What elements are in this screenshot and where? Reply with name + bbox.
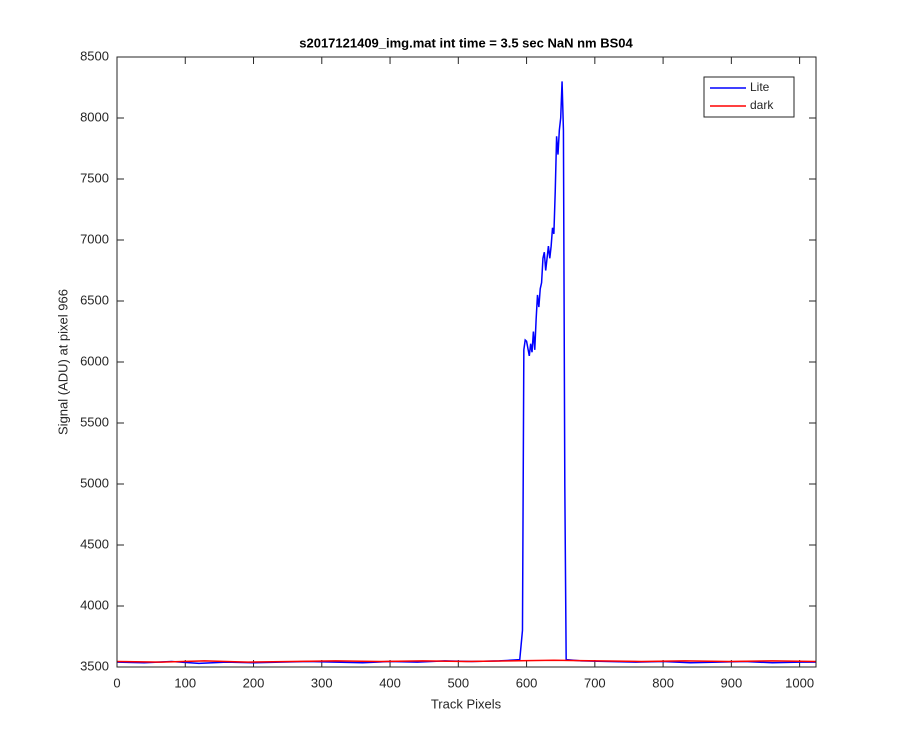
y-tick-label: 8500	[80, 48, 109, 63]
y-tick-label: 6500	[80, 292, 109, 307]
x-axis-label: Track Pixels	[431, 696, 502, 711]
plot-area	[117, 57, 816, 667]
x-tick-label: 200	[243, 675, 265, 690]
y-tick-label: 8000	[80, 109, 109, 124]
y-tick-label: 7500	[80, 170, 109, 185]
x-tick-label: 400	[379, 675, 401, 690]
x-tick-label: 300	[311, 675, 333, 690]
y-axis-label: Signal (ADU) at pixel 966	[55, 289, 70, 435]
x-tick-label: 600	[516, 675, 538, 690]
y-tick-label: 7000	[80, 231, 109, 246]
plot-frame	[116, 56, 817, 668]
x-tick-label: 900	[721, 675, 743, 690]
x-tick-label: 500	[447, 675, 469, 690]
y-tick-label: 5000	[80, 475, 109, 490]
legend-label: Lite	[750, 80, 770, 94]
legend-box	[703, 76, 795, 118]
y-tick-label: 5500	[80, 414, 109, 429]
x-tick-label: 800	[652, 675, 674, 690]
x-tick-label: 0	[113, 675, 120, 690]
y-tick-label: 6000	[80, 353, 109, 368]
data-line	[116, 659, 817, 663]
x-tick-label: 700	[584, 675, 606, 690]
x-tick-label: 1000	[785, 675, 814, 690]
y-tick-label: 4000	[80, 597, 109, 612]
x-tick-label: 100	[174, 675, 196, 690]
legend-label: dark	[750, 98, 774, 112]
chart-title: s2017121409_img.mat int time = 3.5 sec N…	[299, 35, 633, 50]
y-tick-label: 4500	[80, 536, 109, 551]
y-tick-label: 3500	[80, 658, 109, 673]
